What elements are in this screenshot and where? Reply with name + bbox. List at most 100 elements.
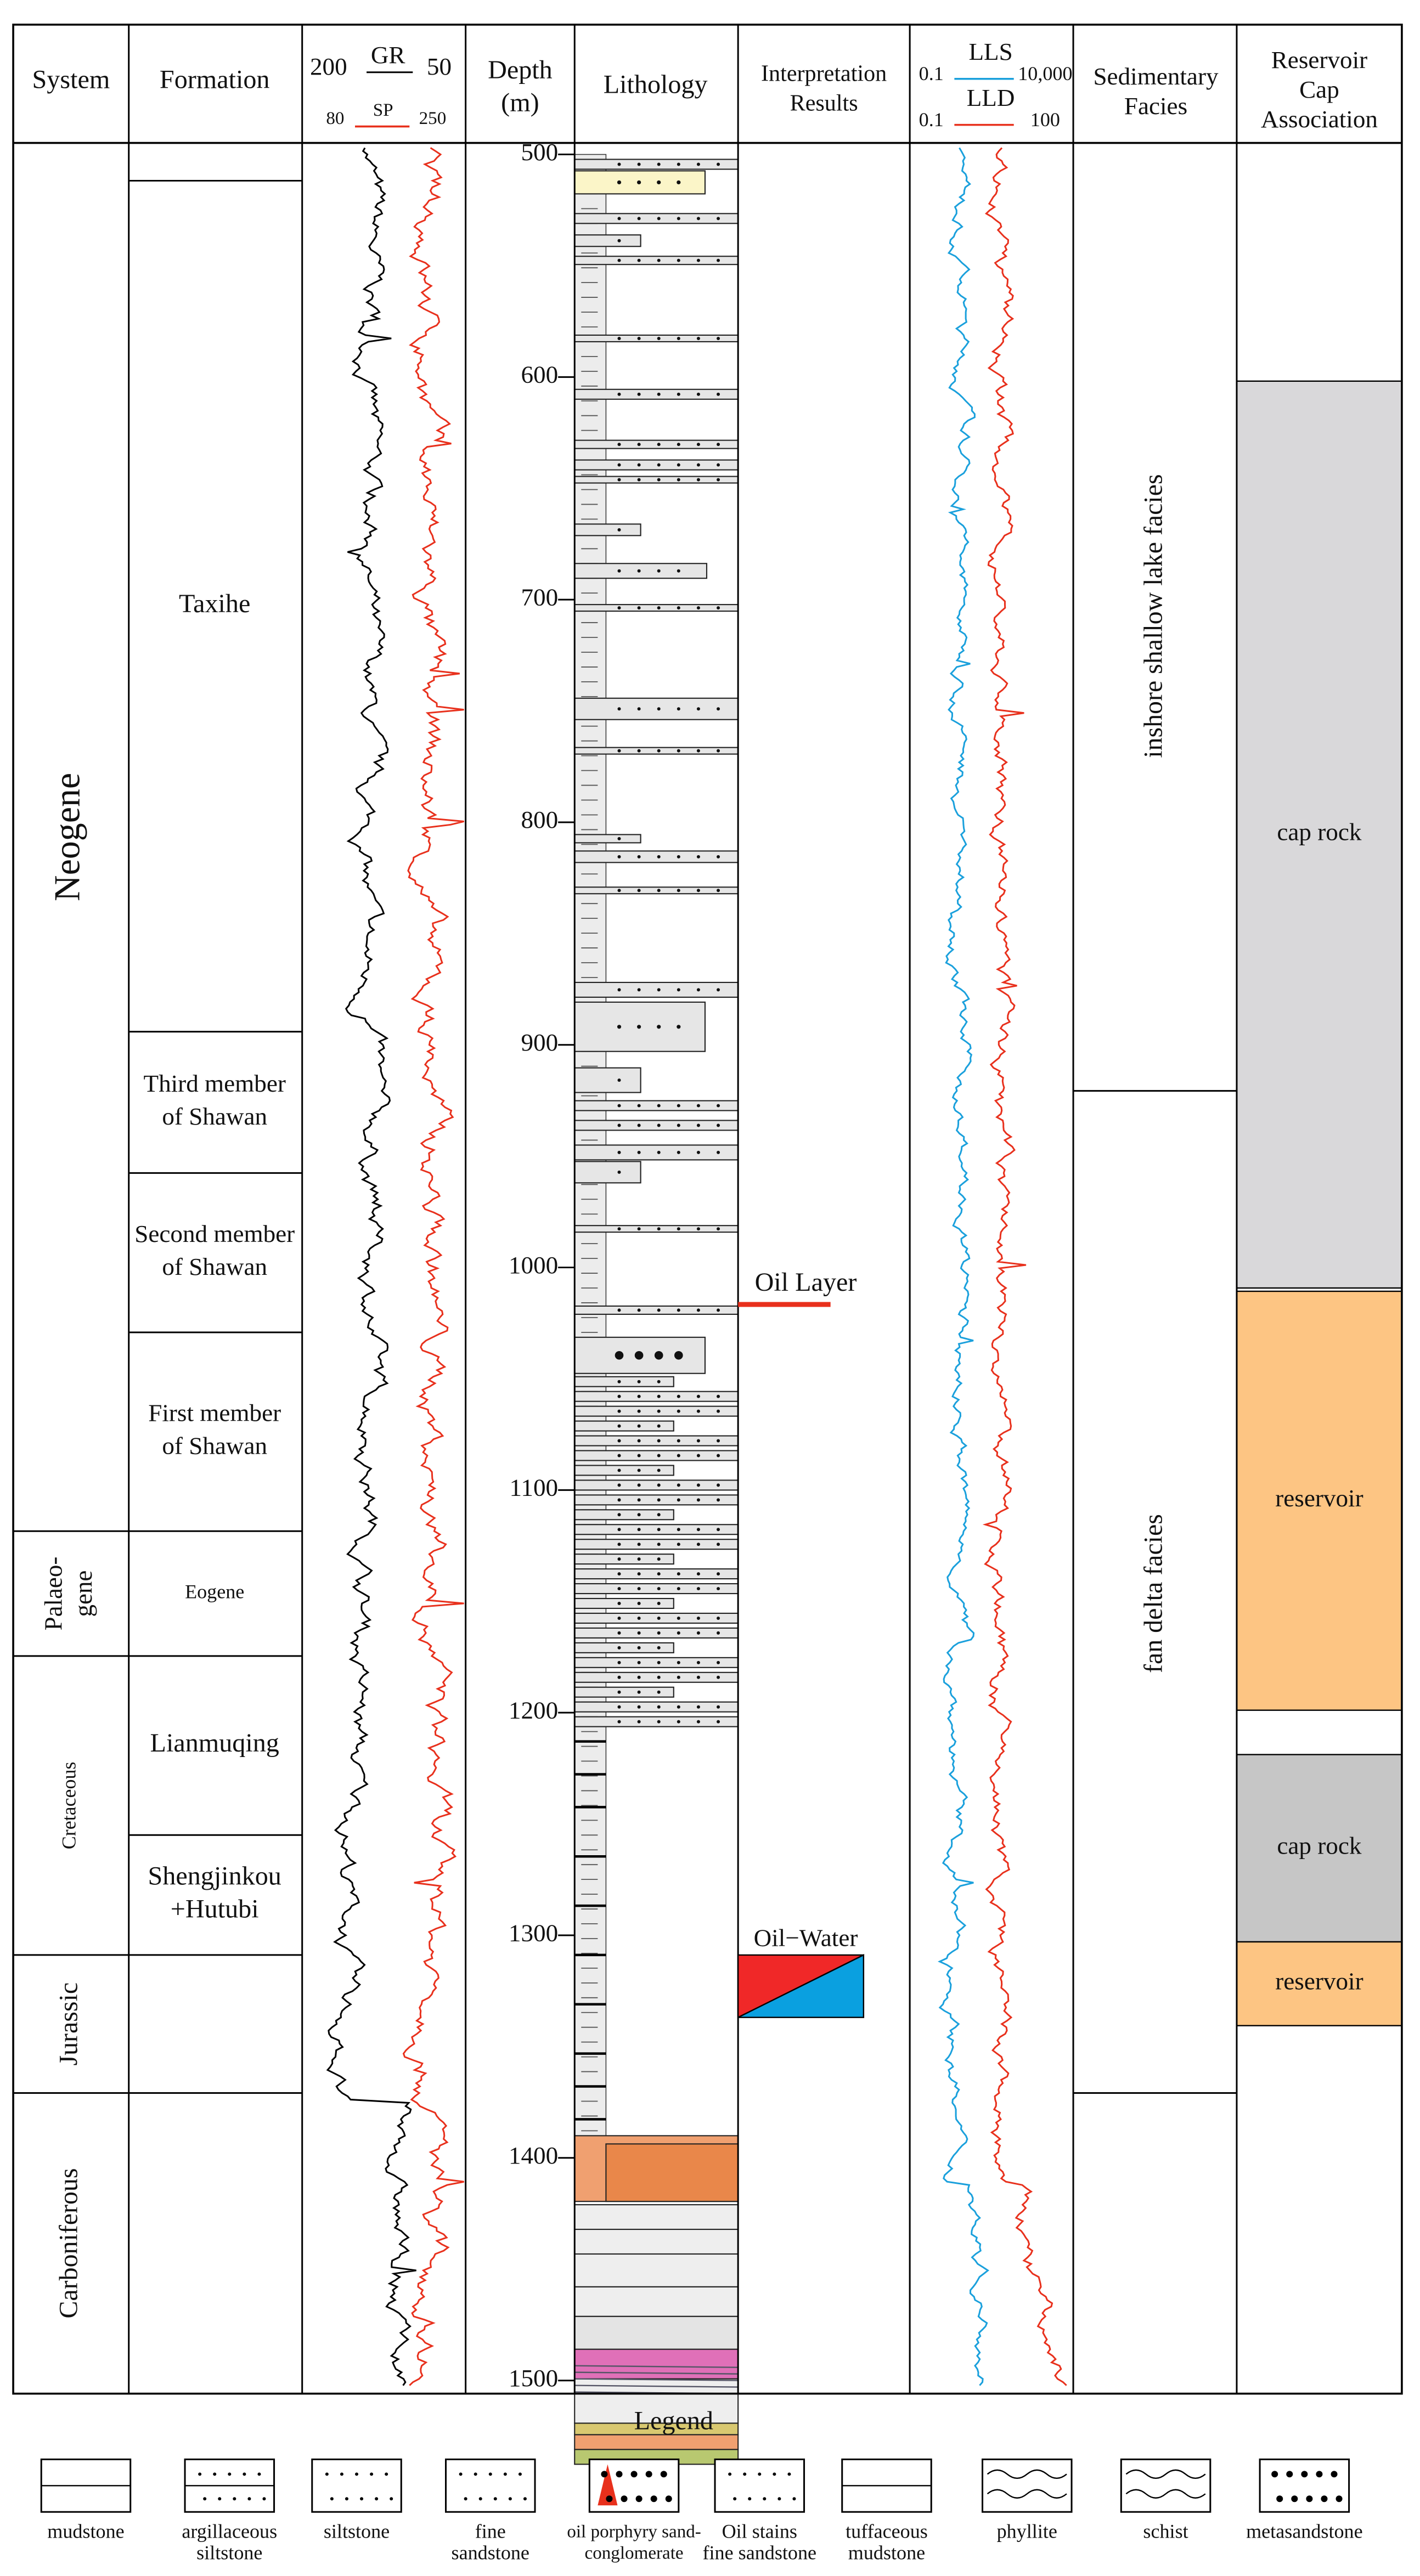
label: reservoir: [1275, 1484, 1363, 1512]
grain: [637, 1104, 641, 1108]
grain: [657, 569, 661, 573]
bed: [574, 886, 739, 895]
label: 0.1: [919, 63, 944, 84]
label: of Shawan: [162, 1103, 267, 1130]
grain: [717, 1587, 720, 1591]
grain: [696, 1150, 700, 1154]
grain: [717, 1528, 720, 1532]
grain: [637, 1690, 641, 1694]
grain: [677, 1705, 680, 1709]
depth-tick-label: 600: [521, 361, 558, 388]
grain: [637, 1675, 641, 1679]
grain: [637, 1409, 641, 1413]
legend-dot: [345, 2497, 348, 2501]
grain: [617, 1483, 621, 1487]
label: cap rock: [1277, 1832, 1362, 1860]
grain: [617, 707, 621, 711]
grain: [717, 1720, 720, 1724]
grain: [677, 1439, 680, 1443]
grain: [617, 258, 621, 262]
grain: [677, 1543, 680, 1546]
legend-dot: [218, 2497, 222, 2501]
grain: [696, 1631, 700, 1635]
label: phyllite: [997, 2520, 1057, 2542]
legend-dot: [390, 2497, 393, 2501]
grain: [657, 392, 661, 396]
grain: [696, 889, 700, 892]
grain: [617, 1424, 621, 1428]
grain: [677, 443, 680, 447]
legend-swatch: [714, 2458, 805, 2513]
grain: [677, 1025, 681, 1029]
grain: [657, 988, 661, 992]
grain: [657, 855, 661, 858]
grain: [637, 162, 641, 166]
legend-swatch: [1120, 2458, 1211, 2513]
label: Lianmuqing: [150, 1728, 279, 1758]
grain: [657, 1439, 661, 1443]
grain: [677, 1616, 680, 1620]
legend-dot: [777, 2497, 781, 2501]
grain: [617, 1439, 621, 1443]
label: Jurassic: [54, 1982, 83, 2066]
legend-dot: [474, 2472, 477, 2476]
grain: [657, 1025, 661, 1029]
legend-wave: [987, 2489, 1067, 2499]
grain: [717, 1394, 720, 1398]
label: siltstone: [324, 2520, 390, 2542]
grain: [677, 1104, 680, 1108]
bed: [574, 476, 739, 484]
grain: [657, 258, 661, 262]
grain: [617, 1409, 621, 1413]
bed: [574, 1450, 739, 1461]
bed: [574, 1161, 641, 1184]
grain: [717, 1543, 720, 1546]
grain: [677, 988, 680, 992]
bed: [574, 334, 739, 342]
bed: [574, 459, 739, 471]
bed: [574, 234, 641, 247]
legend-dot: [621, 2495, 628, 2502]
label: Lithology: [604, 70, 708, 99]
label: 200: [310, 53, 347, 80]
grain: [637, 217, 641, 221]
grain: [617, 217, 621, 221]
grain: [696, 392, 700, 396]
label: of Shawan: [162, 1253, 267, 1280]
bed: [574, 1479, 739, 1491]
grain: [617, 1616, 621, 1620]
bed: [574, 1701, 739, 1713]
grain: [617, 336, 621, 340]
grain: [637, 258, 641, 262]
bed: [574, 1435, 739, 1447]
bed: [574, 1100, 739, 1111]
grain: [637, 606, 641, 610]
label: Oil stains: [722, 2520, 797, 2542]
label: GR: [371, 41, 405, 69]
grain: [617, 392, 621, 396]
grain: [696, 1498, 700, 1502]
grain: [677, 1528, 680, 1532]
grain: [637, 1150, 641, 1154]
grain: [637, 1557, 641, 1561]
grain: [617, 988, 621, 992]
legend-dot: [650, 2495, 657, 2502]
legend-dot: [508, 2497, 512, 2501]
legend-dot: [360, 2497, 364, 2501]
grain: [677, 392, 680, 396]
grain: [637, 463, 641, 467]
grain: [677, 1483, 680, 1487]
grain: [717, 606, 720, 610]
grain: [717, 392, 720, 396]
grain: [717, 1104, 720, 1108]
bed: [574, 439, 739, 449]
grain: [696, 1543, 700, 1546]
schist-line: [574, 2371, 739, 2375]
label: Shengjinkou: [148, 1862, 281, 1891]
legend-dot: [1321, 2495, 1328, 2502]
grain: [696, 1394, 700, 1398]
grain: [657, 1227, 661, 1231]
depth-tick-label: 500: [521, 138, 558, 166]
legend-dot: [518, 2472, 522, 2476]
grain: [696, 1572, 700, 1576]
